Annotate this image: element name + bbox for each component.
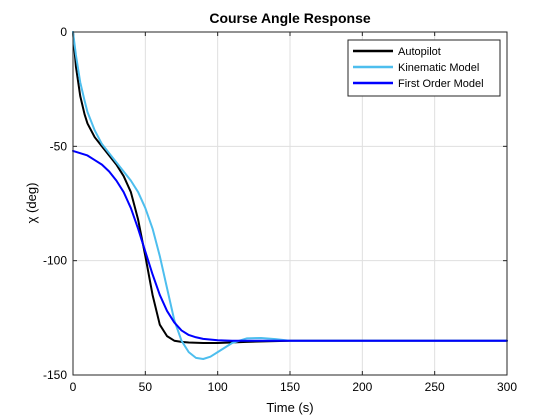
legend-label: Autopilot <box>398 46 441 58</box>
x-tick-label: 100 <box>208 380 228 394</box>
y-tick-label: -50 <box>50 139 68 153</box>
x-tick-label: 300 <box>497 380 517 394</box>
x-tick-label: 200 <box>352 380 372 394</box>
y-tick-label: 0 <box>60 25 67 39</box>
x-tick-label: 250 <box>425 380 445 394</box>
y-tick-label: -100 <box>43 254 67 268</box>
legend-label: Kinematic Model <box>398 62 479 74</box>
legend: Autopilot Kinematic Model First Order Mode… <box>348 40 500 96</box>
x-tick-label: 0 <box>70 380 77 394</box>
x-tick-label: 50 <box>139 380 153 394</box>
y-tick-label: -150 <box>43 368 67 382</box>
x-tick-label: 150 <box>280 380 300 394</box>
legend-label: First Order Model <box>398 78 484 90</box>
y-axis-label: χ (deg) <box>24 183 39 224</box>
chart-title: Course Angle Response <box>209 10 371 26</box>
x-axis-label: Time (s) <box>266 400 313 415</box>
